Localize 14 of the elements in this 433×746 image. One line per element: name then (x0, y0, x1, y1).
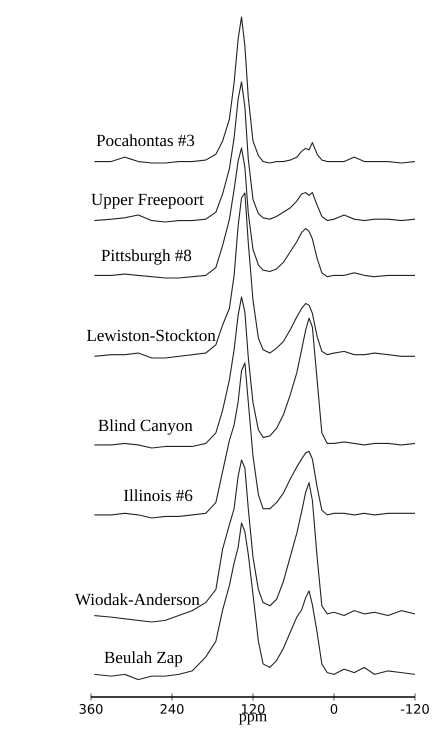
series-label: Illinois #6 (124, 489, 192, 502)
series-label: Pocahontas #3 (96, 134, 194, 146)
series-label: Lewiston-Stockton (86, 329, 216, 342)
series-label: Blind Canyon (98, 419, 193, 435)
x-tick-label: 360 (80, 704, 102, 714)
series-label: Upper Freepoort (91, 194, 204, 209)
series-label: Beulah Zap (104, 651, 182, 667)
series-label: Wiodak-Anderson (74, 593, 200, 606)
x-tick-label: -120 (400, 704, 429, 714)
x-tick-label: 120 (242, 704, 264, 714)
x-axis-title: ppm (238, 714, 267, 725)
x-tick-label: 240 (160, 704, 184, 714)
x-tick-label: 0 (330, 704, 338, 714)
series-label: Pittsburgh #8 (101, 249, 192, 265)
